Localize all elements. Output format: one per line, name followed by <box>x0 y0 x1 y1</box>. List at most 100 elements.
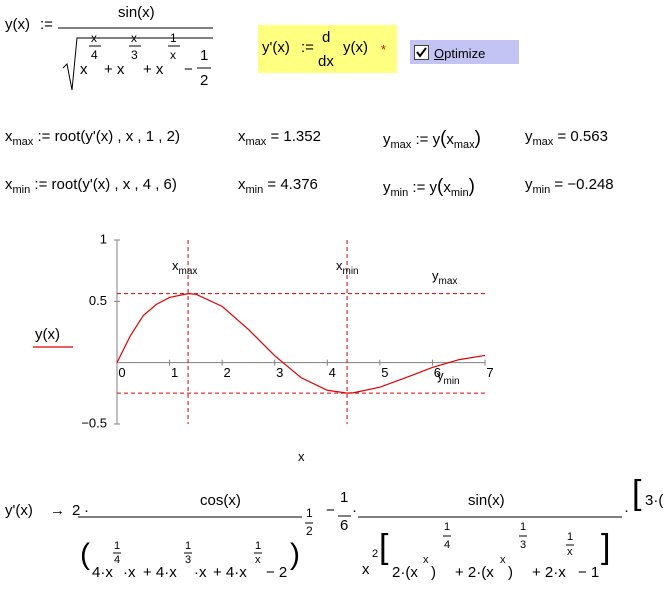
math-token: − 1 <box>578 564 600 581</box>
marker-base: y <box>432 268 439 283</box>
eq: = <box>554 176 564 193</box>
math-token: − 2 <box>266 564 288 581</box>
row-yresult: ymin = −0.248 <box>525 176 614 196</box>
math-token: 1 <box>306 506 313 520</box>
math-token: 6 <box>340 517 349 534</box>
highlight-region <box>258 25 397 73</box>
assign: := <box>412 179 426 196</box>
optimize-option[interactable]: Optimize <box>410 40 519 64</box>
math-token: 1 <box>520 521 527 533</box>
sub: max <box>12 136 34 148</box>
assign: := <box>34 176 48 193</box>
marker-base: y <box>437 368 444 383</box>
var: x <box>238 176 246 193</box>
math-token: x <box>423 554 429 566</box>
result: 0.563 <box>570 128 608 145</box>
math-token: ) <box>431 564 436 581</box>
legend-label: y(x) <box>35 326 60 343</box>
sub: min <box>390 187 409 199</box>
marker-base: x <box>172 258 179 273</box>
marker-sub: min <box>342 266 359 277</box>
row-result: xmax = 1.352 <box>238 128 321 148</box>
result: −0.248 <box>567 176 614 193</box>
row-result: xmin = 4.376 <box>238 176 318 196</box>
math-token: 3 <box>185 554 192 566</box>
math-token: * <box>381 42 387 57</box>
math-token: sin(x) <box>118 4 155 21</box>
result: 1.352 <box>283 128 321 145</box>
paren: ) <box>474 128 481 149</box>
math-token: → <box>50 502 65 519</box>
row-yassign: ymax := y(xmax) <box>383 128 481 151</box>
math-token: · <box>84 502 89 519</box>
row-root: xmin := root(y'(x) , x , 4 , 6) <box>5 176 177 196</box>
math-token: 1 <box>255 540 262 552</box>
math-token: 1 <box>567 531 574 543</box>
sub: max <box>532 136 554 148</box>
var: x <box>5 128 13 145</box>
radical <box>62 37 213 91</box>
x-tick-label: 7 <box>486 365 493 380</box>
math-token: 1 <box>185 540 192 552</box>
x-tick-label: 6 <box>434 365 441 380</box>
math-token: 3 <box>520 539 527 551</box>
var: y <box>383 179 391 196</box>
math-token: 1 <box>340 489 349 506</box>
marker-sub: min <box>443 376 460 387</box>
math-token: [ <box>379 528 389 566</box>
math-token: x <box>80 61 88 78</box>
math-token: ·x <box>123 564 136 581</box>
math-token: + 4·x <box>143 564 177 581</box>
math-token: 3 <box>131 48 138 62</box>
math-token: y'(x) <box>5 502 33 519</box>
marker-base: x <box>336 258 343 273</box>
assign: := <box>37 128 51 145</box>
var: x <box>5 176 13 193</box>
math-token: y'(x) <box>262 39 290 56</box>
var: y <box>525 128 533 145</box>
math-token: := <box>301 39 314 56</box>
math-token: x <box>91 31 97 45</box>
result: 4.376 <box>280 176 318 193</box>
sub: min <box>12 184 31 196</box>
math-token: [ <box>632 474 642 512</box>
marker-label: ymax <box>432 268 457 287</box>
x-tick-label: 2 <box>224 365 231 380</box>
math-token: 1 <box>200 47 209 64</box>
var: x <box>238 128 246 145</box>
math-token: x <box>567 546 573 558</box>
math-token: ] <box>601 528 611 566</box>
sub: min <box>450 187 469 199</box>
fn: y <box>429 179 438 196</box>
var: y <box>383 131 391 148</box>
math-token: 3·( <box>645 492 664 509</box>
math-token: 2·(x <box>392 564 418 581</box>
row-root: xmax := root(y'(x) , x , 1 , 2) <box>5 128 180 148</box>
eq: = <box>270 128 280 145</box>
row-yresult: ymax = 0.563 <box>525 128 608 148</box>
y-tick-label: −0.5 <box>81 415 107 430</box>
math-token: ( <box>80 538 90 571</box>
math-token: sin(x) <box>468 492 505 509</box>
marker-sub: max <box>438 276 458 287</box>
math-token: + 2·x <box>532 564 566 581</box>
sub: min <box>245 184 264 196</box>
math-token: x <box>362 561 370 578</box>
math-token: 4 <box>444 539 451 551</box>
math-token: x <box>500 554 506 566</box>
sub: min <box>532 184 551 196</box>
math-token: 2 <box>72 502 81 519</box>
marker-label: xmin <box>336 258 359 277</box>
x-axis-label: x <box>298 449 305 464</box>
var: y <box>525 176 533 193</box>
paren: ) <box>468 176 475 197</box>
optimize-label[interactable]: Optimize <box>434 46 486 61</box>
x-tick-label: 1 <box>171 365 178 380</box>
sub: max <box>245 136 267 148</box>
arg: x <box>443 179 451 196</box>
curve <box>116 293 486 394</box>
checkbox[interactable] <box>414 45 429 60</box>
paren: ( <box>440 128 447 149</box>
x-tick-label: 5 <box>381 365 388 380</box>
math-token: ) <box>508 564 513 581</box>
